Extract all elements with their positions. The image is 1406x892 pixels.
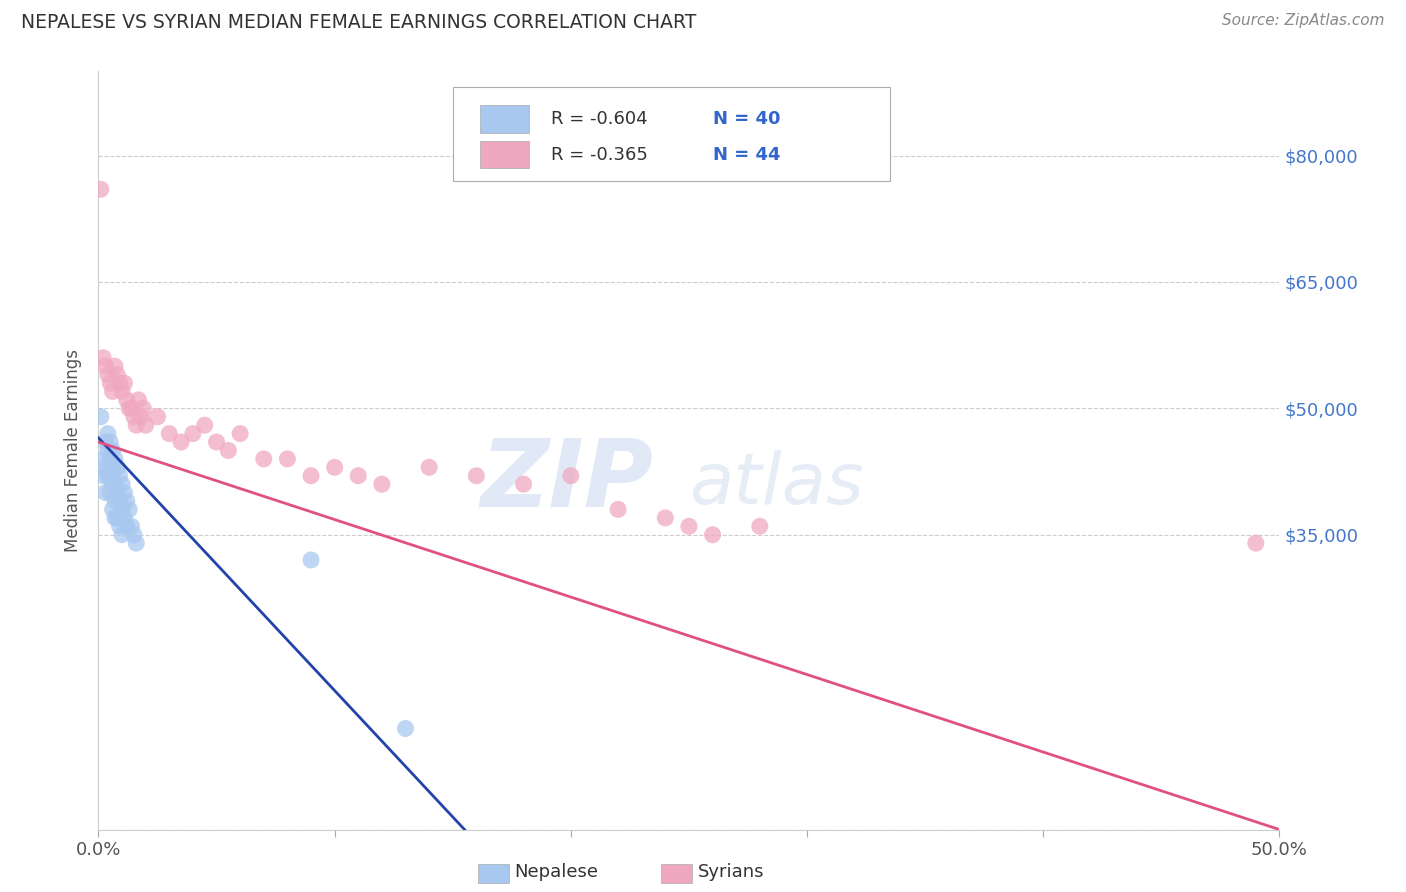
Point bbox=[105, 511, 128, 525]
Point bbox=[560, 468, 582, 483]
Text: ZIP: ZIP bbox=[481, 434, 654, 527]
Point bbox=[122, 409, 145, 424]
Text: N = 44: N = 44 bbox=[713, 145, 780, 164]
Point bbox=[748, 519, 770, 533]
Text: R = -0.365: R = -0.365 bbox=[551, 145, 648, 164]
Point bbox=[125, 418, 148, 433]
Point bbox=[121, 401, 143, 416]
Point bbox=[105, 368, 128, 382]
Point bbox=[91, 351, 114, 365]
Point bbox=[253, 451, 276, 466]
Point bbox=[217, 443, 239, 458]
Point bbox=[394, 722, 416, 736]
Point bbox=[98, 376, 121, 390]
Point bbox=[205, 435, 228, 450]
Text: R = -0.604: R = -0.604 bbox=[551, 110, 647, 128]
Point bbox=[97, 426, 120, 441]
Point bbox=[94, 460, 117, 475]
Text: Nepalese: Nepalese bbox=[515, 863, 599, 881]
Point bbox=[104, 494, 127, 508]
Point bbox=[678, 519, 700, 533]
Point bbox=[98, 451, 121, 466]
Point bbox=[111, 527, 134, 541]
Point bbox=[299, 468, 322, 483]
Point bbox=[170, 435, 193, 450]
Point bbox=[118, 502, 141, 516]
Point bbox=[276, 451, 298, 466]
Point bbox=[91, 468, 114, 483]
Point bbox=[97, 443, 120, 458]
FancyBboxPatch shape bbox=[479, 141, 530, 169]
Point bbox=[101, 384, 124, 399]
Point bbox=[121, 519, 143, 533]
Text: N = 40: N = 40 bbox=[713, 110, 780, 128]
Point bbox=[94, 435, 117, 450]
Text: Source: ZipAtlas.com: Source: ZipAtlas.com bbox=[1222, 13, 1385, 29]
Point bbox=[229, 426, 252, 441]
Point bbox=[115, 519, 138, 533]
Point bbox=[105, 485, 128, 500]
Point bbox=[94, 485, 117, 500]
Point bbox=[104, 451, 127, 466]
FancyBboxPatch shape bbox=[479, 105, 530, 133]
Point bbox=[347, 468, 370, 483]
Point bbox=[418, 460, 440, 475]
Point bbox=[146, 409, 169, 424]
Point bbox=[108, 494, 131, 508]
Point bbox=[98, 468, 121, 483]
Point bbox=[607, 502, 630, 516]
Point bbox=[129, 409, 152, 424]
Point bbox=[654, 511, 676, 525]
Point bbox=[97, 468, 120, 483]
Text: atlas: atlas bbox=[689, 450, 863, 519]
Point bbox=[112, 485, 135, 500]
Point bbox=[157, 426, 180, 441]
Point bbox=[108, 468, 131, 483]
Point bbox=[91, 451, 114, 466]
Point bbox=[181, 426, 204, 441]
Y-axis label: Median Female Earnings: Median Female Earnings bbox=[65, 349, 83, 552]
Point bbox=[94, 359, 117, 374]
Point bbox=[702, 527, 724, 541]
Point bbox=[128, 392, 150, 407]
Point bbox=[125, 536, 148, 550]
Point bbox=[101, 477, 124, 491]
Point bbox=[104, 477, 127, 491]
Point bbox=[112, 376, 135, 390]
Text: NEPALESE VS SYRIAN MEDIAN FEMALE EARNINGS CORRELATION CHART: NEPALESE VS SYRIAN MEDIAN FEMALE EARNING… bbox=[21, 13, 696, 32]
Point bbox=[115, 494, 138, 508]
Point bbox=[112, 511, 135, 525]
Point bbox=[90, 182, 112, 196]
Point bbox=[108, 376, 131, 390]
Point bbox=[101, 443, 124, 458]
Point bbox=[108, 519, 131, 533]
Text: Syrians: Syrians bbox=[697, 863, 763, 881]
Point bbox=[104, 511, 127, 525]
Point bbox=[111, 502, 134, 516]
Point bbox=[97, 368, 120, 382]
Point bbox=[101, 460, 124, 475]
Point bbox=[98, 485, 121, 500]
Point bbox=[323, 460, 346, 475]
Point bbox=[90, 409, 112, 424]
Point bbox=[122, 527, 145, 541]
Point bbox=[98, 435, 121, 450]
Point bbox=[105, 460, 128, 475]
Point bbox=[1244, 536, 1267, 550]
Point bbox=[299, 553, 322, 567]
Point bbox=[111, 384, 134, 399]
Point bbox=[371, 477, 394, 491]
Point bbox=[118, 401, 141, 416]
FancyBboxPatch shape bbox=[453, 87, 890, 181]
Point bbox=[101, 502, 124, 516]
Point bbox=[194, 418, 217, 433]
Point bbox=[132, 401, 155, 416]
Point bbox=[135, 418, 157, 433]
Point bbox=[104, 359, 127, 374]
Point bbox=[111, 477, 134, 491]
Point bbox=[512, 477, 534, 491]
Point bbox=[115, 392, 138, 407]
Point bbox=[465, 468, 488, 483]
